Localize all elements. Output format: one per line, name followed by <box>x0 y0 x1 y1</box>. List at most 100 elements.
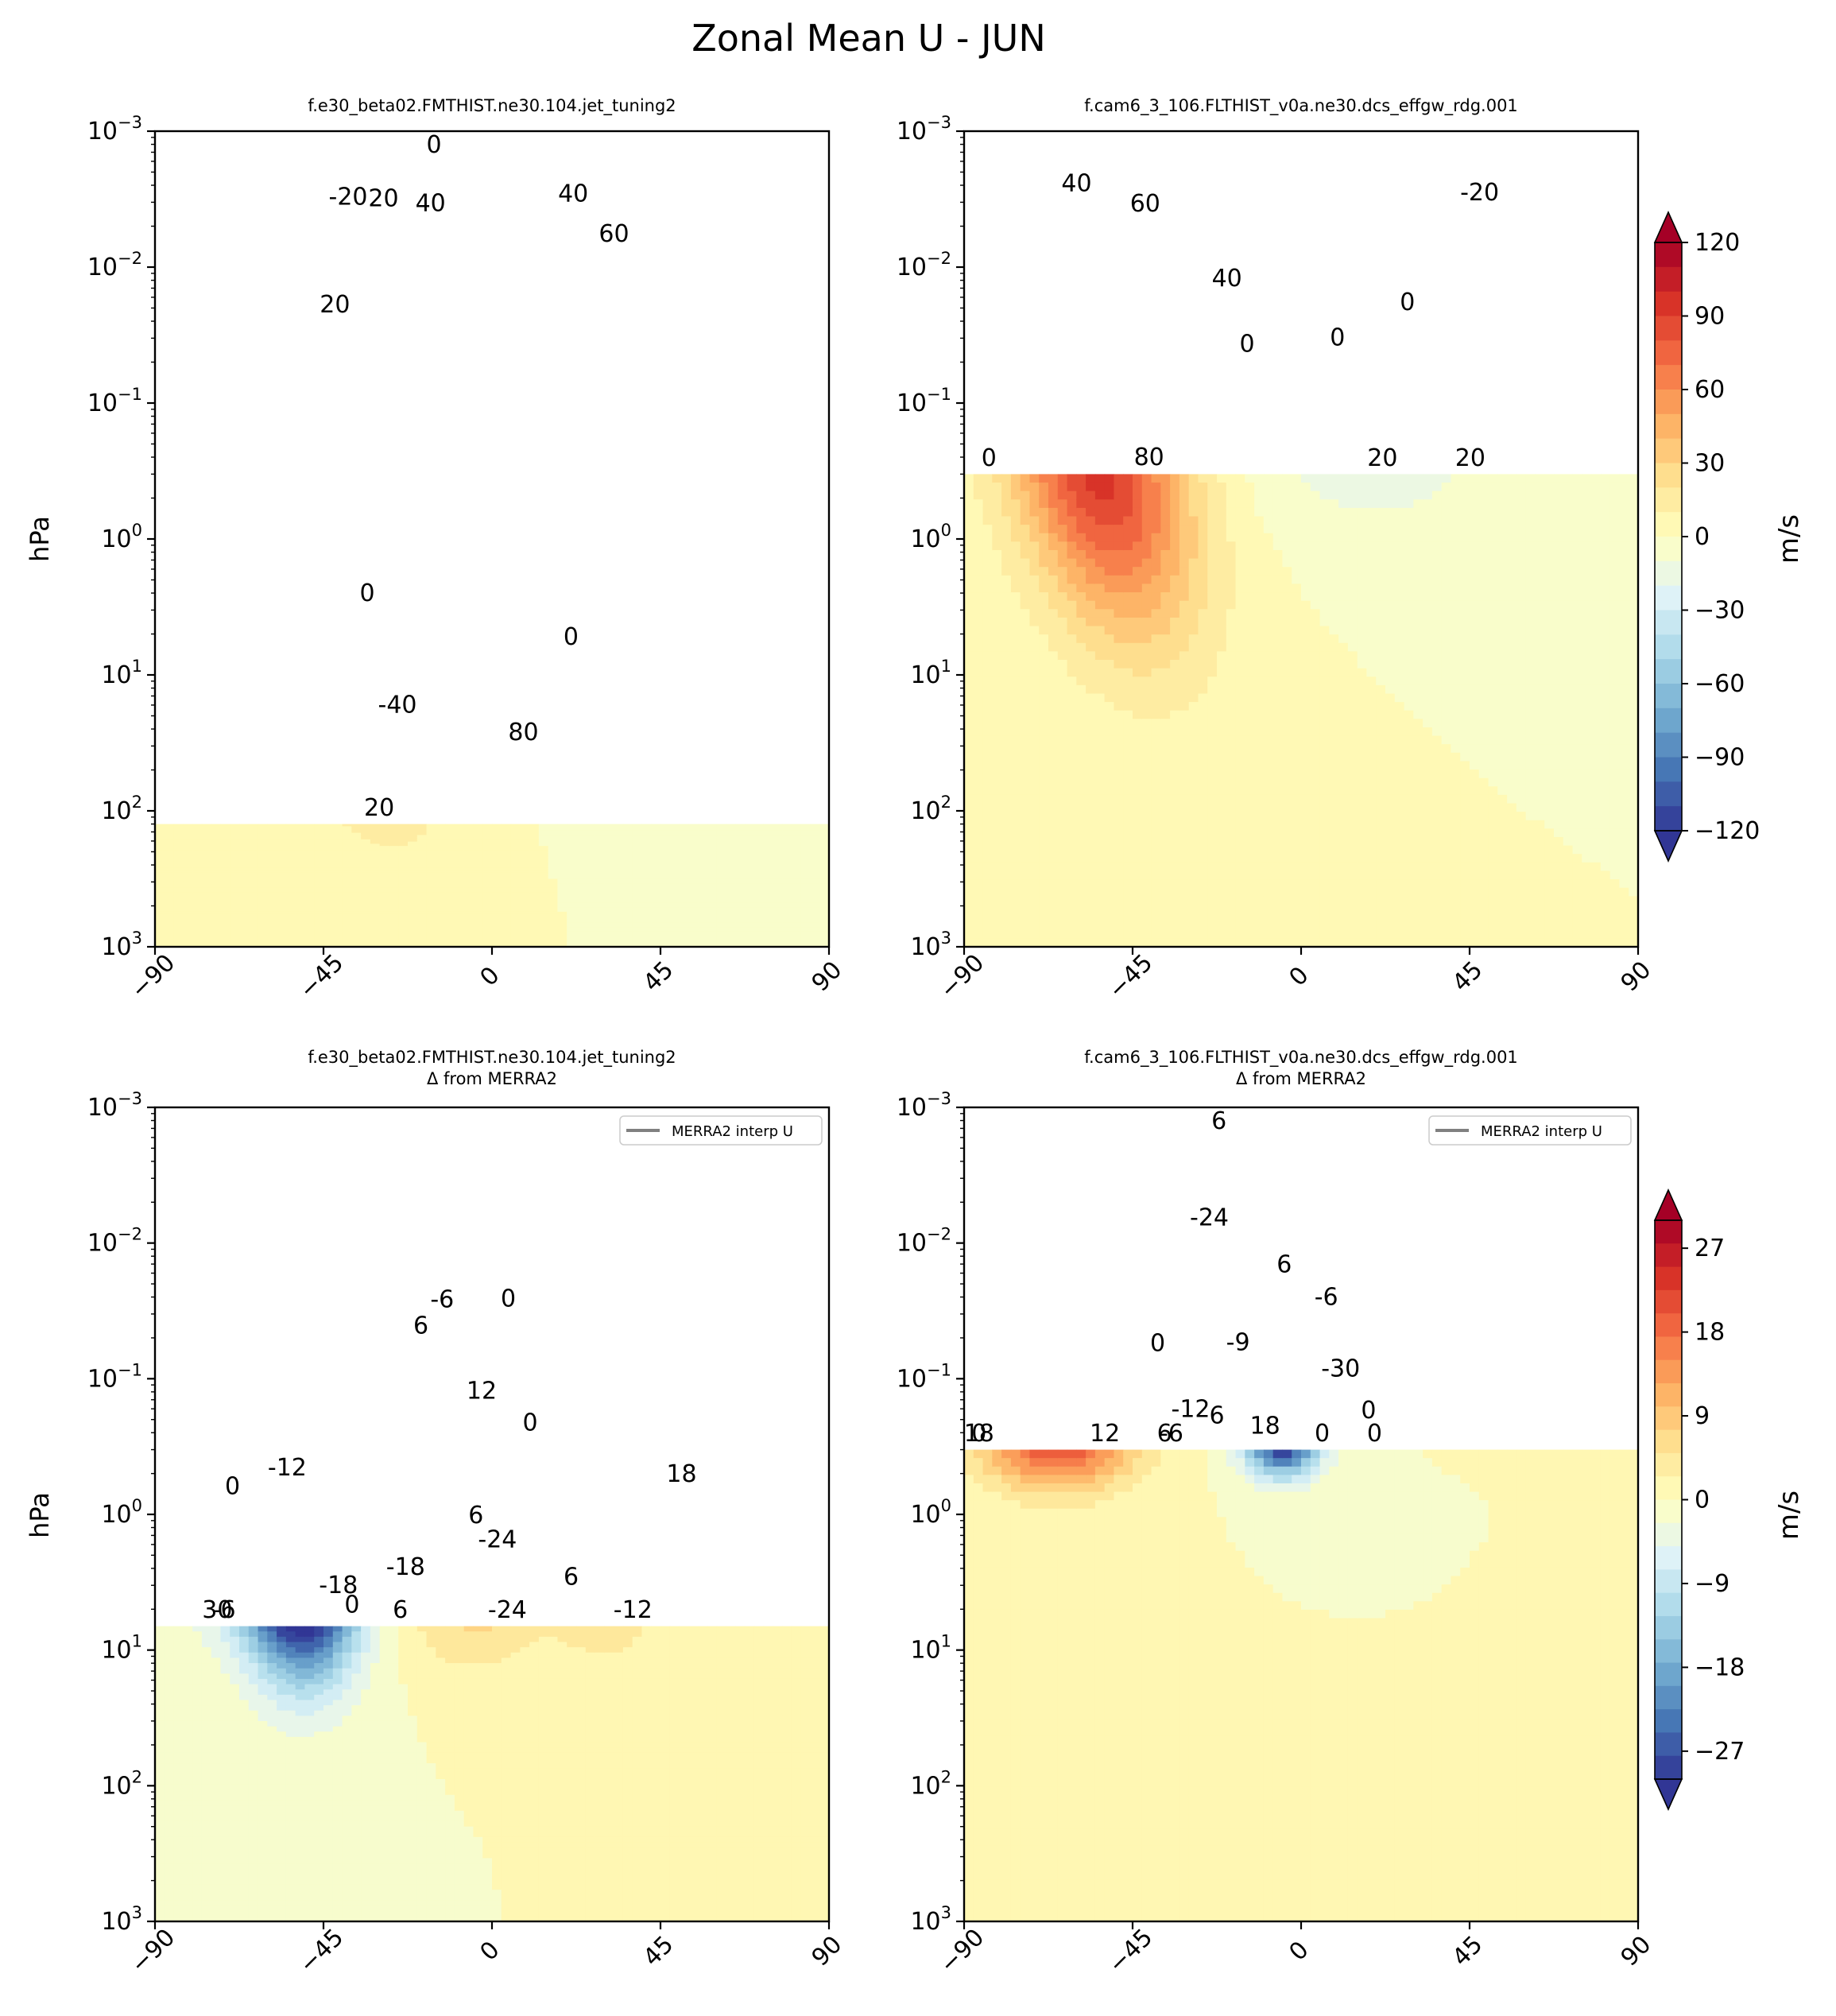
field-cell <box>183 852 193 855</box>
field-cell <box>510 942 521 945</box>
field-cell <box>1010 845 1021 855</box>
field-cell <box>1029 710 1040 719</box>
field-cell <box>595 890 605 893</box>
field-cell <box>211 940 222 944</box>
field-cell <box>277 933 287 936</box>
field-cell <box>520 852 530 855</box>
field-cell <box>1104 525 1115 534</box>
field-cell <box>389 850 399 854</box>
field-cell <box>1048 845 1059 855</box>
field-cell <box>201 896 212 899</box>
field-cell <box>1086 836 1096 847</box>
field-cell <box>538 881 549 884</box>
field-cell <box>548 837 559 840</box>
field-cell <box>342 881 352 884</box>
field-cell <box>1010 744 1021 754</box>
field-cell <box>1076 862 1086 872</box>
field-cell <box>1010 583 1021 593</box>
field-cell <box>548 920 559 924</box>
field-cell <box>285 887 296 890</box>
field-cell <box>155 852 165 855</box>
field-cell <box>1076 549 1086 560</box>
field-cell <box>1067 854 1077 863</box>
field-cell <box>973 660 984 669</box>
field-cell <box>473 835 483 838</box>
field-cell <box>585 855 596 858</box>
field-cell <box>482 867 493 871</box>
field-cell <box>1076 651 1086 661</box>
field-cell <box>389 865 399 869</box>
field-cell <box>304 933 315 936</box>
field-cell <box>501 937 512 941</box>
field-cell <box>585 830 596 834</box>
field-cell <box>510 892 521 895</box>
field-cell <box>1039 549 1049 560</box>
field-cell <box>258 896 268 899</box>
field-cell <box>379 925 390 928</box>
field-cell <box>173 856 184 860</box>
field-cell <box>1048 770 1059 779</box>
field-cell <box>201 887 212 890</box>
field-cell <box>1048 642 1059 652</box>
field-cell <box>192 839 203 843</box>
field-cell <box>557 940 567 944</box>
field-cell <box>389 830 399 834</box>
field-cell <box>408 909 418 913</box>
field-cell <box>982 634 993 644</box>
field-cell <box>463 892 474 895</box>
field-cell <box>314 856 324 860</box>
field-cell <box>183 824 193 827</box>
field-cell <box>342 828 352 832</box>
field-cell <box>342 916 352 919</box>
field-cell <box>982 735 993 745</box>
field-cell <box>295 832 306 835</box>
field-cell <box>473 874 483 878</box>
field-cell <box>576 841 587 844</box>
field-cell <box>155 896 165 899</box>
field-cell <box>332 830 343 834</box>
field-cell <box>1010 870 1021 880</box>
field-cell <box>201 905 212 908</box>
field-cell <box>155 918 165 921</box>
field-cell <box>473 855 483 858</box>
field-cell <box>398 861 409 864</box>
field-cell <box>492 856 502 860</box>
field-cell <box>964 854 974 863</box>
field-cell <box>323 885 334 889</box>
field-cell <box>501 852 512 855</box>
field-cell <box>1029 660 1040 669</box>
field-cell <box>445 847 455 851</box>
field-cell <box>1076 600 1086 610</box>
field-cell <box>416 837 428 840</box>
field-cell <box>379 843 390 847</box>
field-cell <box>557 890 567 893</box>
field-cell <box>304 894 315 898</box>
field-cell <box>408 887 418 890</box>
field-cell <box>473 878 483 882</box>
field-cell <box>1010 929 1021 939</box>
field-cell <box>389 931 399 935</box>
field-cell <box>398 872 409 875</box>
field-cell <box>416 925 428 928</box>
field-cell <box>557 837 567 840</box>
field-cell <box>463 940 474 944</box>
field-cell <box>992 702 1002 711</box>
field-cell <box>567 835 577 838</box>
field-cell <box>1076 516 1086 525</box>
field-cell <box>436 898 446 901</box>
field-cell <box>520 832 530 835</box>
field-cell <box>201 852 212 855</box>
field-cell <box>1020 820 1031 829</box>
field-cell <box>482 855 493 858</box>
field-cell <box>248 863 259 866</box>
field-cell <box>416 883 428 886</box>
field-cell <box>473 937 483 941</box>
field-cell <box>501 832 512 835</box>
field-cell <box>1039 642 1049 652</box>
field-cell <box>436 841 446 844</box>
field-cell <box>548 918 559 921</box>
field-cell <box>426 907 436 910</box>
field-cell <box>192 865 203 869</box>
field-cell <box>304 929 315 932</box>
